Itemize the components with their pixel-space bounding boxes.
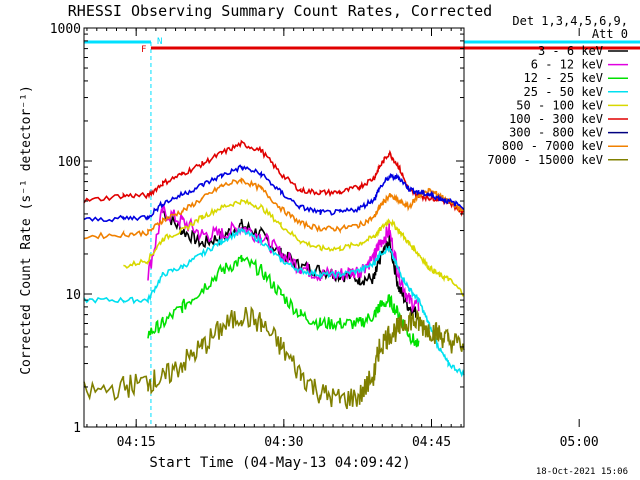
series-7000-15000-kev-line: [83, 305, 465, 410]
y-tick-label: 1: [73, 421, 81, 436]
legend-header-1: Det 1,3,4,5,6,9,: [512, 14, 628, 28]
night-flag-label: N: [157, 37, 162, 47]
y-axis-ticks: 1 10 100 1000: [50, 22, 464, 436]
legend-label: 300 - 800 keV: [509, 126, 603, 140]
legend-label: 12 - 25 keV: [524, 71, 603, 85]
plot-border: [83, 27, 465, 428]
x-tick-label: 05:00: [560, 435, 599, 450]
plot-area: NF: [83, 37, 640, 427]
series-50-100-kev-line: [123, 198, 465, 297]
y-tick-label: 1000: [50, 22, 81, 37]
x-tick-label: 04:30: [264, 435, 303, 450]
legend-label: 50 - 100 keV: [516, 98, 603, 112]
plot-frame: [83, 27, 465, 428]
series-800-7000-kev-line: [83, 177, 465, 240]
y-axis-label: Corrected Count Rate (s⁻¹ detector⁻¹): [19, 85, 34, 375]
timestamp: 18-Oct-2021 15:06: [536, 467, 628, 477]
y-tick-label: 100: [58, 155, 81, 170]
legend-label: 800 - 7000 keV: [502, 139, 603, 153]
legend-label: 25 - 50 keV: [524, 85, 603, 99]
legend-label: 6 - 12 keV: [531, 58, 603, 72]
flare-flag-label: F: [141, 45, 146, 55]
legend-label: 7000 - 15000 keV: [487, 153, 603, 167]
chart-title: RHESSI Observing Summary Count Rates, Co…: [68, 2, 492, 20]
legend-label: 3 - 6 keV: [538, 44, 603, 58]
x-axis-label: Start Time (04-May-13 04:09:42): [149, 455, 410, 471]
y-tick-label: 10: [65, 288, 81, 303]
x-tick-label: 04:15: [117, 435, 156, 450]
legend-label: 100 - 300 keV: [509, 112, 603, 126]
series-25-50-kev-line: [83, 227, 465, 378]
x-tick-label: 04:45: [412, 435, 451, 450]
series--blue-band-2-line: [83, 164, 465, 223]
series-12-25-kev-line: [147, 254, 420, 348]
legend-header-2: Att 0: [592, 27, 628, 41]
